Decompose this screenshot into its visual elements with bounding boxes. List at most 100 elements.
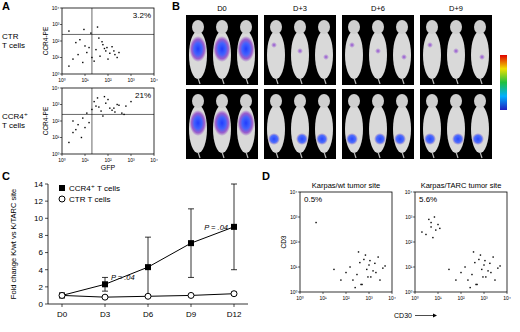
point: [83, 29, 84, 30]
point: [121, 112, 122, 113]
point: [358, 251, 359, 252]
point: [130, 101, 131, 102]
annotation: P = .04: [204, 223, 228, 232]
point: [478, 259, 479, 260]
column-label: D+6: [371, 4, 385, 13]
mouse: [447, 94, 465, 158]
x-tick-label: D6: [143, 310, 154, 319]
point: [75, 42, 76, 43]
mouse-tail: [378, 78, 380, 84]
point: [104, 96, 105, 97]
point: [480, 254, 481, 255]
y-tick-label: 6: [39, 248, 44, 257]
y-tick-label: 2: [39, 283, 44, 292]
plot-frame: [300, 192, 392, 292]
point: [114, 111, 115, 112]
x-tick-label: 10²: [104, 157, 112, 163]
point: [68, 30, 69, 31]
point: [448, 269, 449, 270]
mouse-head: [216, 20, 228, 34]
mouse-tail: [300, 152, 302, 158]
point: [455, 279, 456, 280]
point: [101, 41, 102, 42]
legend: CCR4⁺ T cellsCTR T cells: [59, 184, 120, 204]
quadrant-line: [91, 8, 92, 74]
point: [105, 50, 106, 51]
y-tick-label: 10³: [52, 101, 60, 107]
axis-arrow: [415, 315, 433, 316]
mouse-body: [213, 31, 231, 79]
y-tick: [413, 292, 415, 293]
mouse-tail: [276, 78, 278, 84]
point: [79, 39, 80, 40]
x-tick: [234, 304, 235, 307]
point: [68, 142, 69, 143]
y-label: CD3: [280, 235, 287, 248]
point: [102, 44, 103, 45]
y-tick: [60, 88, 62, 89]
point: [430, 226, 431, 227]
mouse: [423, 20, 441, 84]
y-tick-label: 10⁰: [52, 71, 60, 77]
mouse-body: [393, 31, 411, 79]
point: [475, 284, 476, 285]
point: [370, 276, 371, 277]
error-bar: [102, 277, 108, 291]
mouse-head: [240, 94, 252, 108]
image-background: [186, 15, 258, 85]
mouse: [345, 94, 363, 158]
signal: [346, 133, 358, 145]
mouse-tail: [456, 152, 458, 158]
x-tick-label: 10⁴: [388, 295, 396, 301]
mouse-body: [345, 105, 363, 153]
mouse-body: [189, 31, 207, 79]
point: [95, 105, 96, 106]
signal: [401, 54, 407, 60]
mouse: [447, 20, 465, 84]
legend-marker: [59, 185, 65, 191]
mouse-head: [450, 94, 462, 108]
imaging-panel: BD0D+3D+6D+9: [172, 0, 507, 159]
point: [439, 228, 440, 229]
x-tick-label: 10²: [104, 77, 112, 83]
error-cap: [102, 277, 108, 278]
y-tick: [45, 286, 48, 287]
y-tick-label: 10⁰: [290, 289, 298, 295]
color-scale: [500, 55, 507, 110]
x-tick-label: D9: [186, 310, 197, 319]
point: [484, 260, 485, 261]
x-tick-label: 10⁰: [58, 157, 66, 163]
point: [84, 127, 85, 128]
error-bar: [188, 209, 194, 278]
point: [356, 274, 357, 275]
plot-frame: [415, 192, 507, 292]
title-line: T cells: [2, 41, 25, 50]
mouse-body: [423, 105, 441, 153]
mouse: [291, 20, 309, 84]
mouse-tail: [480, 152, 482, 158]
mouse: [267, 94, 285, 158]
marker: [231, 224, 237, 230]
column-label: D0: [217, 4, 227, 13]
point: [97, 97, 98, 98]
point: [77, 124, 78, 125]
mouse-tail: [198, 78, 200, 84]
mouse-tail: [480, 78, 482, 84]
error-cap: [188, 277, 194, 278]
y-tick-label: 10⁴: [52, 85, 60, 91]
y-tick: [45, 184, 48, 185]
mouse-body: [471, 105, 489, 153]
signal: [238, 110, 255, 136]
signal: [453, 48, 459, 54]
point: [430, 222, 431, 223]
mouse-tail: [432, 78, 434, 84]
mouse-body: [291, 105, 309, 153]
point: [372, 270, 373, 271]
point: [421, 231, 422, 232]
point: [483, 264, 484, 265]
mouse-head: [396, 20, 408, 34]
y-tick-label: 10: [34, 214, 43, 223]
mouse-head: [348, 94, 360, 108]
mouse-body: [291, 31, 309, 79]
mouse: [369, 94, 387, 158]
